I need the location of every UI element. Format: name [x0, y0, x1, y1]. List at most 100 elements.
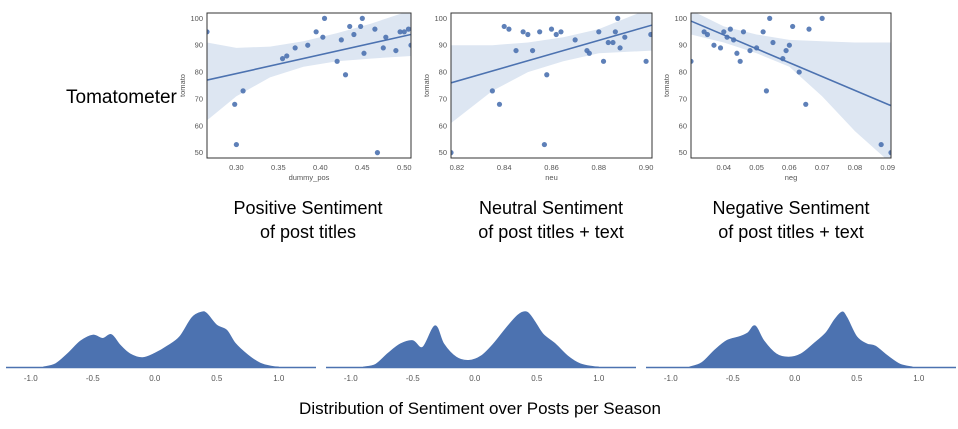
data-point	[605, 39, 611, 46]
density-x-tick-label: 1.0	[273, 374, 285, 383]
data-point	[506, 26, 512, 32]
y-tick-label: 90	[439, 41, 447, 50]
x-tick-label: 0.08	[848, 163, 863, 172]
x-tick-label: 0.50	[397, 163, 412, 172]
data-point	[548, 26, 555, 32]
data-point	[372, 26, 378, 32]
x-tick-label: 0.45	[355, 163, 370, 172]
plot-frame	[450, 12, 653, 159]
data-point	[347, 23, 353, 30]
plot-frame	[206, 12, 412, 159]
x-axis-label: neu	[545, 173, 558, 182]
plot-area	[691, 13, 891, 158]
data-point	[600, 58, 607, 64]
data-point	[691, 58, 694, 64]
caption-neutral: Neutral Sentiment of post titles + text	[431, 196, 671, 244]
data-point	[643, 58, 649, 64]
density-x-tick-label: 0.0	[149, 374, 161, 383]
data-point	[529, 47, 536, 54]
y-tick-label: 70	[439, 94, 447, 103]
density-panel-season-2: -1.0 -0.5 0.0 0.5 1.0	[326, 311, 636, 383]
data-point	[397, 29, 403, 35]
scatter-panel-positive: 0.30 0.35 0.40 0.45 0.50 50 60 70 80 90 100 dummy_p…	[178, 12, 412, 182]
data-point	[380, 45, 386, 51]
confidence-band	[207, 13, 411, 121]
regression-line	[451, 24, 652, 84]
density-x-tick-label: 0.5	[531, 374, 543, 383]
data-point	[207, 29, 210, 35]
y-tick-label: 100	[674, 14, 687, 23]
x-tick-label: 0.04	[716, 163, 731, 172]
data-point	[622, 34, 628, 40]
data-point	[537, 29, 543, 35]
data-point	[878, 141, 884, 148]
data-point	[374, 150, 381, 156]
data-point	[888, 150, 891, 156]
data-point	[405, 26, 411, 32]
data-point	[572, 37, 578, 43]
data-point	[520, 29, 526, 35]
y-tick-label: 60	[439, 121, 447, 130]
x-tick-label: 0.82	[450, 163, 465, 172]
x-tick-label: 0.88	[591, 163, 606, 172]
y-tick-label: 80	[439, 68, 447, 77]
data-point	[717, 45, 724, 51]
y-tick-label: 90	[679, 41, 687, 50]
density-x-tick-label: -0.5	[406, 374, 420, 383]
x-tick-label: 0.05	[749, 163, 764, 172]
data-point	[361, 50, 367, 56]
plot-area	[451, 13, 652, 156]
data-point	[615, 15, 621, 21]
caption-positive-line-1: Positive Sentiment	[233, 198, 383, 218]
density-x-tick-label: -1.0	[24, 374, 38, 383]
y-tick-label: 90	[195, 41, 203, 50]
y-tick-label: 50	[195, 148, 203, 157]
data-point	[558, 29, 564, 35]
caption-negative-line-2: of post titles + text	[718, 222, 864, 242]
y-tick-label: 70	[195, 94, 203, 103]
scatter-panel-negative: 0.04 0.05 0.06 0.07 0.08 0.09 50 60 70 80 90 100 neg…	[662, 12, 895, 182]
data-point	[541, 141, 548, 148]
confidence-band	[451, 13, 652, 124]
data-point	[338, 37, 344, 43]
data-point	[790, 23, 796, 30]
density-x-tick-label: -1.0	[664, 374, 678, 383]
data-point	[359, 15, 365, 21]
y-tick-label: 50	[439, 148, 447, 157]
caption-positive: Positive Sentiment of post titles	[188, 196, 428, 244]
x-tick-label: 0.40	[313, 163, 328, 172]
data-point	[284, 53, 290, 59]
scatter-panel-neutral: 0.82 0.84 0.86 0.88 0.90 50 60 70 80 90 100 neu toma…	[422, 12, 654, 182]
data-point	[279, 56, 286, 62]
data-point	[383, 34, 389, 40]
data-point	[496, 101, 503, 107]
density-area	[363, 311, 599, 368]
y-tick-label: 80	[195, 68, 203, 77]
data-point	[342, 72, 349, 78]
y-tick-label: 60	[195, 121, 203, 130]
data-point	[704, 31, 710, 38]
density-area	[689, 311, 913, 368]
data-point	[734, 50, 740, 56]
data-point	[803, 101, 809, 107]
x-tick-label: 0.35	[271, 163, 286, 172]
data-point	[763, 88, 770, 94]
confidence-band	[691, 13, 891, 158]
data-point	[786, 42, 792, 48]
x-tick-label: 0.90	[639, 163, 654, 172]
x-tick-label: 0.07	[815, 163, 830, 172]
data-point	[553, 31, 559, 38]
data-point	[489, 88, 495, 94]
x-tick-label: 0.84	[497, 163, 512, 172]
caption-neutral-line-2: of post titles + text	[478, 222, 624, 242]
data-point	[617, 45, 623, 51]
data-point	[727, 26, 733, 32]
distribution-title: Distribution of Sentiment over Posts per…	[299, 399, 661, 418]
density-x-tick-label: -0.5	[726, 374, 740, 383]
y-tick-label: 50	[679, 148, 687, 157]
data-point	[501, 23, 507, 30]
y-tick-label: 100	[190, 14, 203, 23]
data-point	[513, 47, 519, 54]
data-point	[737, 58, 743, 64]
